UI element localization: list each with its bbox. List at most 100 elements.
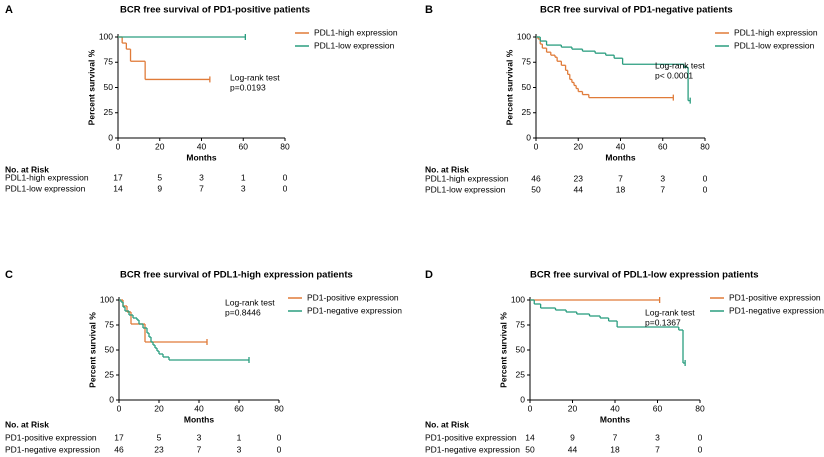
- y-axis-label: Percent survival %: [498, 312, 508, 388]
- risk-count: 1: [241, 172, 246, 182]
- x-tick-label: 20: [154, 403, 164, 413]
- risk-row-name: PDL1-high expression: [5, 172, 89, 182]
- legend-label: PD1-positive expression: [729, 292, 821, 302]
- risk-count: 5: [157, 172, 162, 182]
- x-tick-label: 20: [155, 141, 165, 151]
- panel-label: C: [5, 269, 13, 281]
- risk-count: 7: [613, 432, 618, 442]
- y-tick-label: 25: [522, 107, 532, 117]
- risk-count: 7: [660, 184, 665, 194]
- y-tick-label: 50: [104, 82, 114, 92]
- risk-title: No. at Risk: [5, 419, 49, 429]
- log-rank-text: p=0.8446: [225, 307, 261, 317]
- risk-count: 46: [114, 444, 124, 454]
- risk-count: 9: [157, 183, 162, 193]
- y-tick-label: 0: [526, 132, 531, 142]
- x-tick-label: 0: [117, 403, 122, 413]
- legend-label: PD1-negative expression: [729, 305, 824, 315]
- risk-count: 7: [197, 444, 202, 454]
- risk-count: 0: [698, 432, 703, 442]
- risk-count: 3: [237, 444, 242, 454]
- legend-label: PD1-positive expression: [307, 292, 399, 302]
- legend-label: PDL1-high expression: [314, 27, 398, 37]
- y-tick-label: 0: [108, 132, 113, 142]
- risk-count: 3: [199, 172, 204, 182]
- risk-title: No. at Risk: [5, 164, 49, 174]
- y-tick-label: 100: [517, 31, 531, 41]
- x-tick-label: 60: [653, 403, 663, 413]
- y-tick-label: 100: [511, 294, 525, 304]
- x-tick-label: 60: [234, 403, 244, 413]
- risk-count: 0: [698, 444, 703, 454]
- panel-label: B: [425, 4, 433, 16]
- risk-count: 46: [531, 173, 541, 183]
- y-tick-label: 100: [99, 31, 113, 41]
- y-tick-label: 50: [516, 344, 526, 354]
- legend-label: PDL1-low expression: [314, 40, 395, 50]
- chart-title: BCR free survival of PDL1-high expressio…: [120, 270, 353, 281]
- legend-label: PDL1-low expression: [734, 40, 815, 50]
- y-tick-label: 25: [516, 369, 526, 379]
- log-rank-text: Log-rank test: [230, 72, 280, 82]
- risk-row-name: PD1-negative expression: [5, 444, 100, 454]
- chart-title: BCR free survival of PD1-positive patien…: [120, 5, 310, 16]
- x-tick-label: 60: [239, 141, 249, 151]
- risk-count: 7: [199, 183, 204, 193]
- y-tick-label: 50: [105, 344, 115, 354]
- risk-count: 7: [655, 444, 660, 454]
- y-tick-label: 25: [104, 107, 114, 117]
- x-tick-label: 80: [280, 141, 290, 151]
- y-tick-label: 0: [109, 394, 114, 404]
- x-tick-label: 40: [194, 403, 204, 413]
- risk-row-name: PD1-positive expression: [425, 432, 517, 442]
- y-axis-label: Percent survival %: [86, 49, 96, 125]
- risk-row-name: PDL1-high expression: [425, 173, 509, 183]
- legend-label: PD1-negative expression: [307, 305, 402, 315]
- x-axis-label: Months: [186, 152, 216, 162]
- x-tick-label: 60: [658, 141, 668, 151]
- risk-count: 3: [660, 173, 665, 183]
- legend-label: PDL1-high expression: [734, 27, 818, 37]
- y-axis-label: Percent survival %: [504, 49, 514, 125]
- x-tick-label: 80: [695, 403, 705, 413]
- risk-count: 3: [655, 432, 660, 442]
- risk-count: 18: [616, 184, 626, 194]
- log-rank-text: p=0.0193: [230, 82, 266, 92]
- x-tick-label: 20: [568, 403, 578, 413]
- risk-count: 5: [157, 432, 162, 442]
- risk-count: 0: [277, 432, 282, 442]
- risk-count: 14: [113, 183, 123, 193]
- chart-title: BCR free survival of PDL1-low expression…: [530, 270, 759, 281]
- risk-count: 0: [283, 183, 288, 193]
- x-tick-label: 80: [274, 403, 284, 413]
- risk-count: 0: [277, 444, 282, 454]
- risk-count: 0: [703, 173, 708, 183]
- y-tick-label: 75: [522, 57, 532, 67]
- x-axis-label: Months: [184, 414, 214, 424]
- x-axis-label: Months: [600, 414, 630, 424]
- risk-count: 0: [283, 172, 288, 182]
- risk-count: 1: [237, 432, 242, 442]
- y-tick-label: 75: [105, 319, 115, 329]
- y-tick-label: 50: [522, 82, 532, 92]
- y-tick-label: 25: [105, 369, 115, 379]
- x-tick-label: 0: [528, 403, 533, 413]
- x-tick-label: 20: [574, 141, 584, 151]
- x-tick-label: 80: [700, 141, 710, 151]
- chart-title: BCR free survival of PD1-negative patien…: [540, 5, 733, 16]
- y-tick-label: 75: [516, 319, 526, 329]
- risk-row-name: PDL1-low expression: [425, 184, 506, 194]
- risk-count: 23: [154, 444, 164, 454]
- y-tick-label: 0: [520, 394, 525, 404]
- risk-count: 9: [570, 432, 575, 442]
- y-tick-label: 75: [104, 57, 114, 67]
- risk-row-name: PD1-negative expression: [425, 444, 520, 454]
- risk-count: 17: [114, 432, 124, 442]
- x-tick-label: 40: [197, 141, 207, 151]
- log-rank-text: p=0.1367: [645, 317, 681, 327]
- risk-count: 0: [703, 184, 708, 194]
- log-rank-text: Log-rank test: [655, 60, 705, 70]
- log-rank-text: Log-rank test: [645, 307, 695, 317]
- x-tick-label: 40: [610, 403, 620, 413]
